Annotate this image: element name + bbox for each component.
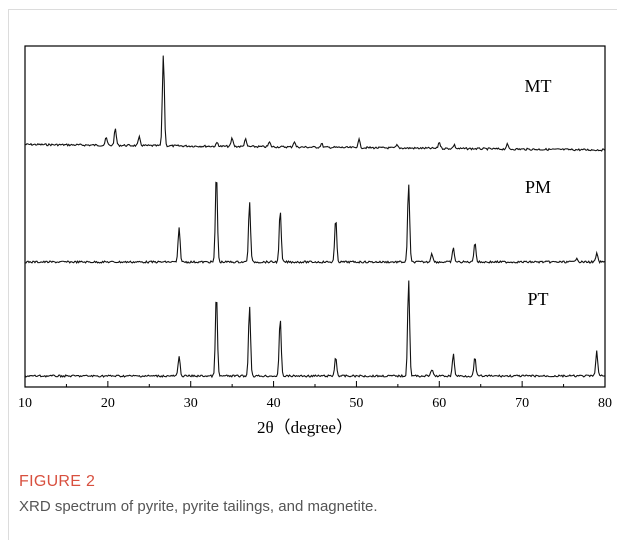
x-axis-label: 2θ（degree） [257, 418, 353, 437]
figure-caption: XRD spectrum of pyrite, pyrite tailings,… [19, 498, 378, 515]
x-tick-label-50: 50 [349, 396, 363, 411]
x-tick-label-70: 70 [515, 396, 529, 411]
series-label-mt: MT [525, 76, 552, 96]
series-label-pt: PT [527, 289, 548, 309]
series-mt-line [24, 55, 606, 152]
x-tick-label-30: 30 [184, 396, 198, 411]
series-pm-line [24, 181, 605, 265]
left-divider [8, 9, 9, 540]
top-divider [8, 9, 617, 10]
xrd-chart: 10 20 30 40 50 60 70 80 2θ（degree） MT PM PT [18, 45, 612, 437]
x-tick-label-60: 60 [432, 396, 446, 411]
figure-label: FIGURE 2 [19, 473, 96, 490]
x-tick-label-10: 10 [18, 396, 32, 411]
x-tick-label-40: 40 [267, 396, 281, 411]
series-label-pm: PM [525, 177, 551, 197]
x-tick-label-80: 80 [598, 396, 612, 411]
x-tick-label-20: 20 [101, 396, 115, 411]
plot-frame [24, 45, 606, 388]
series-pt-line [24, 280, 605, 379]
